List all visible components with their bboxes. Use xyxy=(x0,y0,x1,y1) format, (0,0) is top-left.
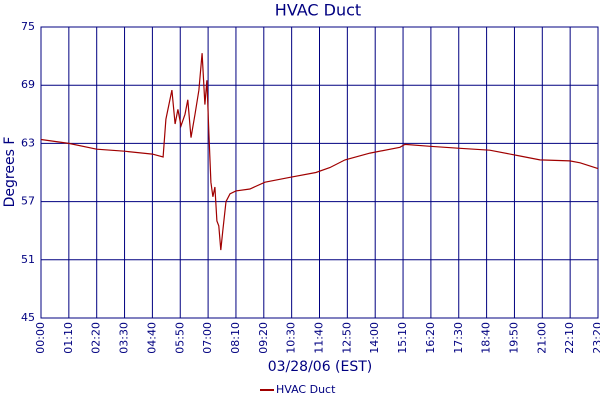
x-axis-label: 03/28/06 (EST) xyxy=(268,359,373,375)
y-tick-label: 51 xyxy=(21,253,35,266)
x-tick-label: 22:10 xyxy=(563,322,576,354)
x-tick-label: 23:20 xyxy=(591,322,600,354)
y-tick-label: 69 xyxy=(21,78,35,91)
x-tick-label: 14:00 xyxy=(368,322,381,354)
chart-title: HVAC Duct xyxy=(275,1,361,20)
x-tick-label: 10:30 xyxy=(285,322,298,354)
y-tick-label: 45 xyxy=(21,311,35,324)
x-tick-label: 16:20 xyxy=(424,322,437,354)
x-tick-label: 05:50 xyxy=(173,322,186,354)
x-tick-label: 01:10 xyxy=(62,322,75,354)
x-tick-label: 09:20 xyxy=(257,322,270,354)
legend-label: HVAC Duct xyxy=(276,383,336,396)
y-tick-label: 57 xyxy=(21,195,35,208)
x-tick-label: 11:40 xyxy=(313,322,326,354)
x-tick-label: 18:40 xyxy=(480,322,493,354)
y-axis-label: Degrees F xyxy=(2,137,18,208)
x-tick-label: 03:30 xyxy=(118,322,131,354)
x-tick-label: 08:10 xyxy=(229,322,242,354)
x-tick-label: 15:10 xyxy=(396,322,409,354)
x-tick-label: 04:40 xyxy=(145,322,158,354)
y-tick-label: 75 xyxy=(21,20,35,33)
x-tick-label: 12:50 xyxy=(340,322,353,354)
x-tick-label: 17:30 xyxy=(452,322,465,354)
data-line xyxy=(40,53,599,251)
y-tick-label: 63 xyxy=(21,136,35,149)
x-tick-label: 00:00 xyxy=(34,322,47,354)
x-tick-label: 02:20 xyxy=(90,322,103,354)
x-tick-label: 07:00 xyxy=(201,322,214,354)
x-tick-label: 21:00 xyxy=(535,322,548,354)
x-tick-label: 19:50 xyxy=(507,322,520,354)
